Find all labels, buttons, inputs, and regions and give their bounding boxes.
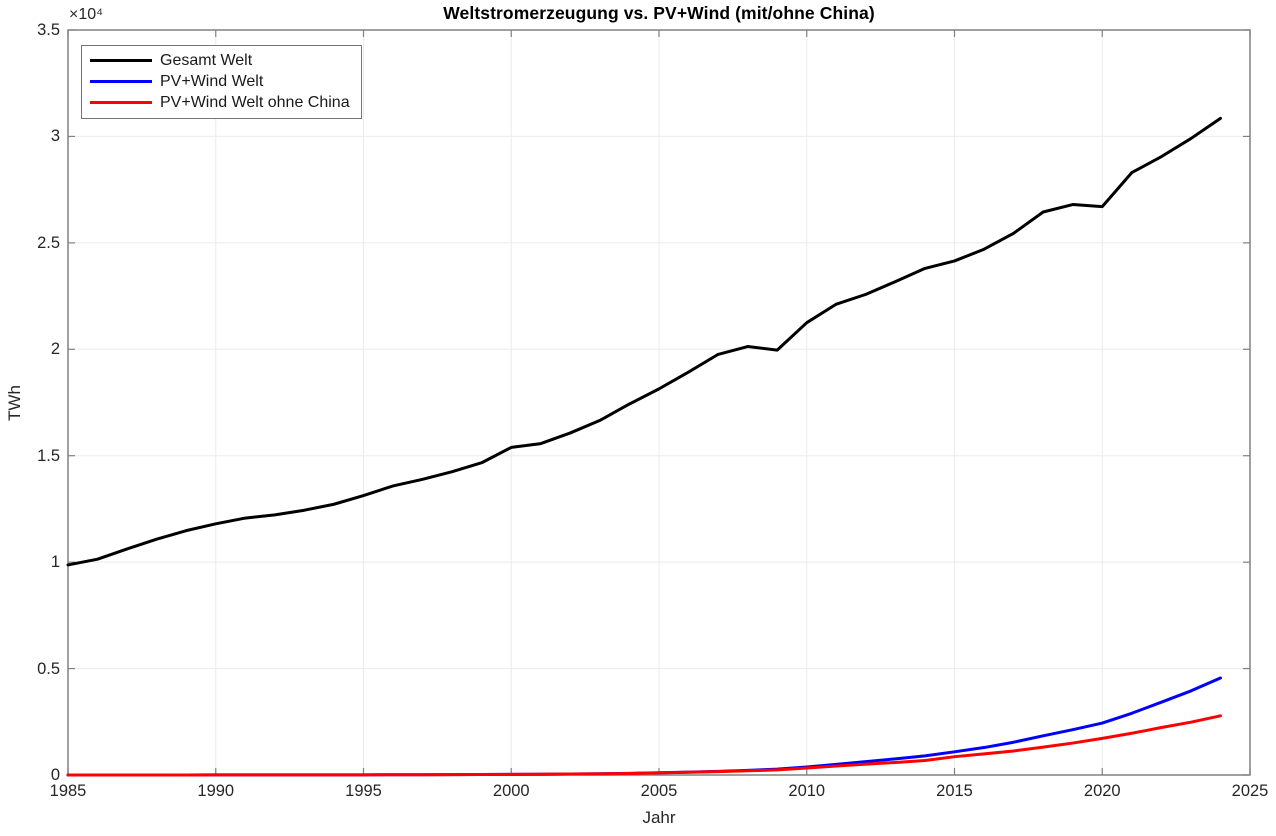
y-tick-label: 3	[50, 127, 60, 146]
y-axis-label: TWh	[5, 385, 24, 421]
legend-label: Gesamt Welt	[160, 51, 253, 69]
legend-line-swatch	[90, 101, 152, 104]
legend-line-swatch	[90, 59, 152, 62]
legend-item-1: PV+Wind Welt	[90, 73, 350, 90]
x-tick-label: 2025	[1231, 782, 1269, 800]
x-tick-label: 1985	[49, 782, 87, 800]
y-tick-label: 1.5	[37, 446, 60, 465]
series-line-1	[66, 676, 1222, 777]
legend-item-0: Gesamt Welt	[90, 52, 350, 69]
x-tick-label: 1990	[197, 782, 235, 800]
x-tick-label: 2015	[936, 782, 973, 800]
x-tick-label: 2000	[492, 782, 530, 800]
series-line-0	[66, 116, 1222, 567]
legend-label: PV+Wind Welt	[160, 72, 264, 90]
y-axis-exponent-label: ×10⁴	[69, 6, 104, 23]
y-tick-label: 1	[50, 553, 60, 572]
y-tick-label: 0	[50, 766, 60, 784]
y-tick-label: 2.5	[37, 233, 60, 252]
x-tick-label: 2010	[788, 782, 826, 800]
x-axis-label: Jahr	[642, 808, 676, 827]
y-tick-label: 3.5	[37, 21, 60, 39]
legend-box: Gesamt Welt PV+Wind Welt PV+Wind Welt ohne…	[81, 45, 362, 119]
legend-label: PV+Wind Welt ohne China	[160, 93, 350, 111]
y-tick-label: 0.5	[37, 659, 60, 678]
legend-item-2: PV+Wind Welt ohne China	[90, 94, 350, 111]
chart-title: Weltstromerzeugung vs. PV+Wind (mit/ohne…	[443, 3, 875, 23]
series-line-2	[66, 714, 1222, 777]
legend-line-swatch	[90, 80, 152, 83]
x-tick-label: 2005	[640, 782, 678, 800]
x-tick-label: 2020	[1083, 782, 1121, 800]
y-tick-label: 2	[50, 340, 60, 359]
axes-box	[67, 29, 1251, 776]
x-tick-label: 1995	[345, 782, 382, 800]
